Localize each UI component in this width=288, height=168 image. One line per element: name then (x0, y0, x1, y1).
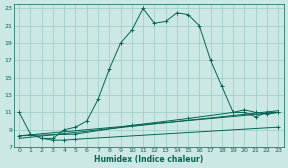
X-axis label: Humidex (Indice chaleur): Humidex (Indice chaleur) (94, 155, 203, 164)
